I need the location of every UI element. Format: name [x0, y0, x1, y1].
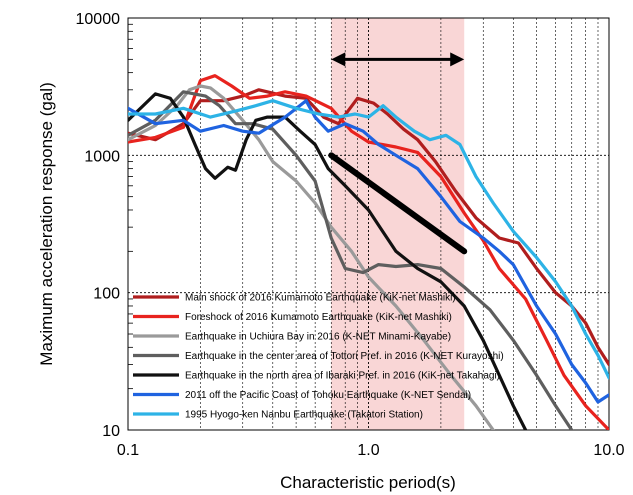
x-axis-label: Characteristic period(s) [280, 473, 456, 492]
legend-label: 1995 Hyogo-ken Nanbu Earthquake (Takator… [185, 410, 423, 421]
double-arrow-left-head [331, 52, 346, 67]
y-tick-label: 10 [102, 423, 120, 440]
x-tick-label: 10.0 [593, 442, 624, 459]
legend-label: Earthquake in Uchiura Bay in 2016 (K-NET… [185, 332, 451, 343]
legend-label: Earthquake in the north area of Ibaraki … [185, 371, 500, 382]
series-line-3 [128, 84, 495, 430]
series-line-4 [128, 90, 574, 430]
plot-frame [127, 17, 610, 431]
legend: Main shock of 2016 Kumamoto Earthquake (… [133, 293, 504, 421]
x-tick-labels: 0.1 1.0 10.0 [117, 442, 625, 459]
x-tick-label: 0.1 [117, 442, 139, 459]
legend-label: 2011 off the Pacific Coast of Tohoku Ear… [185, 390, 471, 401]
annotation-layer [328, 52, 468, 255]
legend-label: Earthquake in the center area of Tottori… [185, 351, 504, 362]
series-line-1 [128, 88, 609, 367]
series-line-5 [128, 92, 528, 430]
series-line-2 [128, 74, 609, 430]
series-line-7 [128, 99, 609, 380]
legend-label: Foreshock of 2016 Kumamoto Earthquake (K… [185, 312, 452, 323]
y-tick-label: 1000 [84, 148, 120, 165]
reference-slope-line [328, 152, 468, 255]
series-line-6 [128, 99, 609, 404]
y-tick-label: 100 [93, 286, 120, 303]
y-tick-labels: 10 100 1000 10000 [76, 11, 121, 440]
x-tick-label: 1.0 [357, 442, 379, 459]
double-arrow-right-head [450, 52, 465, 67]
legend-label: Main shock of 2016 Kumamoto Earthquake (… [185, 293, 456, 304]
series-layer [128, 74, 609, 430]
y-tick-label: 10000 [76, 11, 121, 28]
y-axis-label: Maximum acceleration response (gal) [37, 82, 56, 365]
